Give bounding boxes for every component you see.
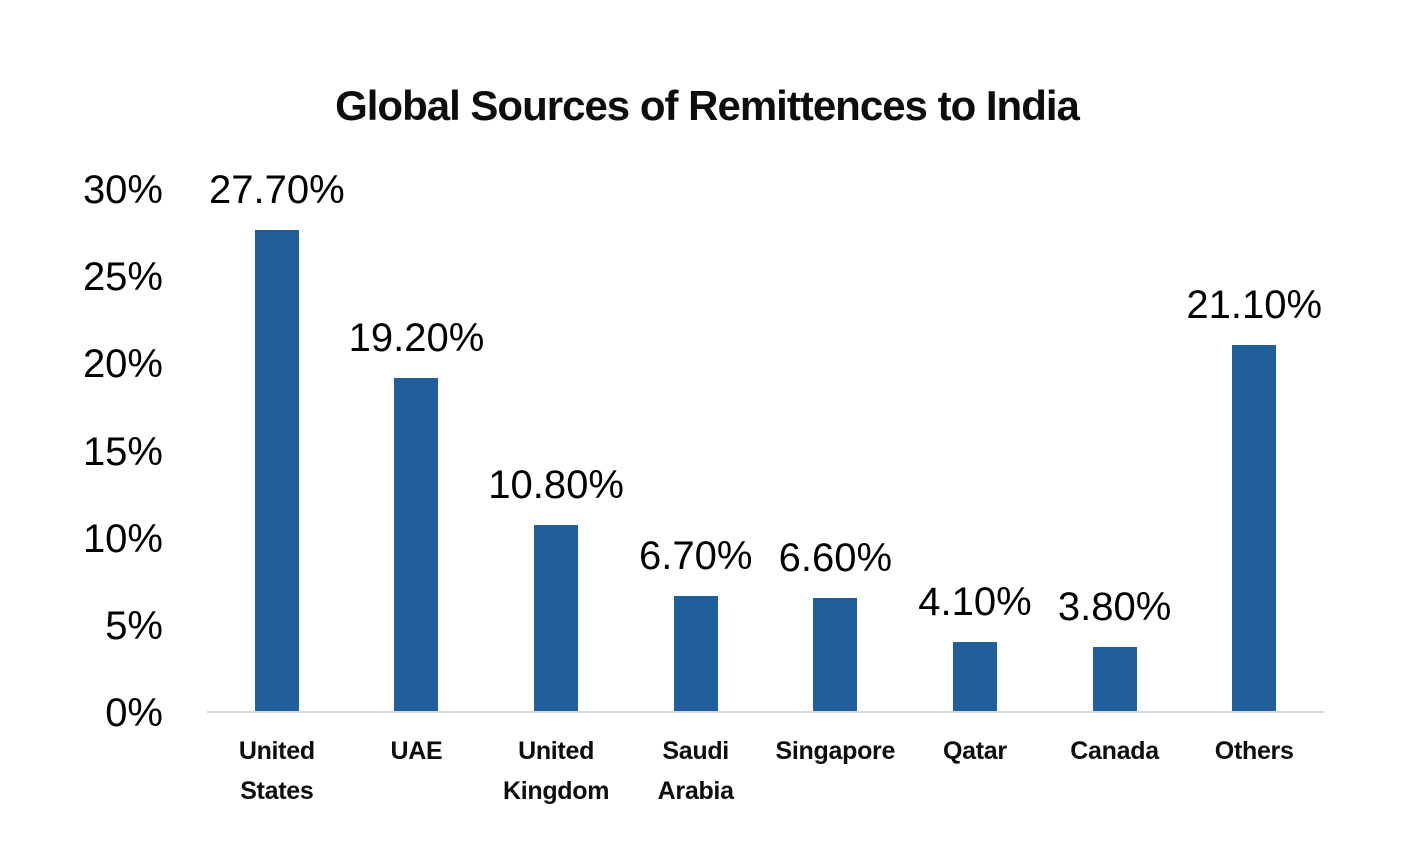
- category-label: Saudi Arabia: [657, 737, 734, 805]
- category-label: UAE: [390, 737, 443, 765]
- bar-saudi-arabia: [673, 596, 718, 711]
- chart-title: Global Sources of Remittences to India: [335, 82, 1080, 129]
- y-axis-tick-label: 10%: [82, 516, 163, 561]
- y-axis-tick-label: 30%: [82, 168, 163, 212]
- y-axis-tick-label: 5%: [105, 603, 163, 648]
- y-axis-tick-label: 20%: [82, 342, 163, 387]
- data-label: 19.20%: [348, 316, 485, 361]
- category-label: Qatar: [943, 737, 1007, 765]
- category-label: Singapore: [775, 737, 896, 765]
- bar-united-kingdom: [534, 524, 579, 711]
- data-label: 4.10%: [918, 579, 1032, 624]
- data-label: 21.10%: [1186, 283, 1323, 328]
- data-label: 6.60%: [778, 535, 893, 580]
- bar-uae: [394, 378, 439, 711]
- bar-canada: [1092, 646, 1137, 711]
- bar-others: [1232, 345, 1277, 711]
- data-label: 6.70%: [638, 534, 753, 579]
- data-label: 10.80%: [488, 462, 624, 507]
- y-axis-tick-label: 0%: [105, 691, 163, 735]
- y-axis-tick-label: 15%: [82, 429, 163, 474]
- category-label: Others: [1214, 737, 1294, 765]
- category-label: United Kingdom: [502, 737, 610, 805]
- category-label: Canada: [1070, 737, 1159, 765]
- bar-united-states: [254, 230, 299, 711]
- data-label: 3.80%: [1057, 584, 1172, 629]
- bar-singapore: [813, 597, 858, 711]
- x-axis-line: [207, 711, 1324, 713]
- y-axis-tick-label: 25%: [82, 255, 163, 300]
- category-label: United States: [238, 737, 315, 805]
- data-label: 27.70%: [208, 168, 345, 213]
- bar-qatar: [952, 641, 997, 711]
